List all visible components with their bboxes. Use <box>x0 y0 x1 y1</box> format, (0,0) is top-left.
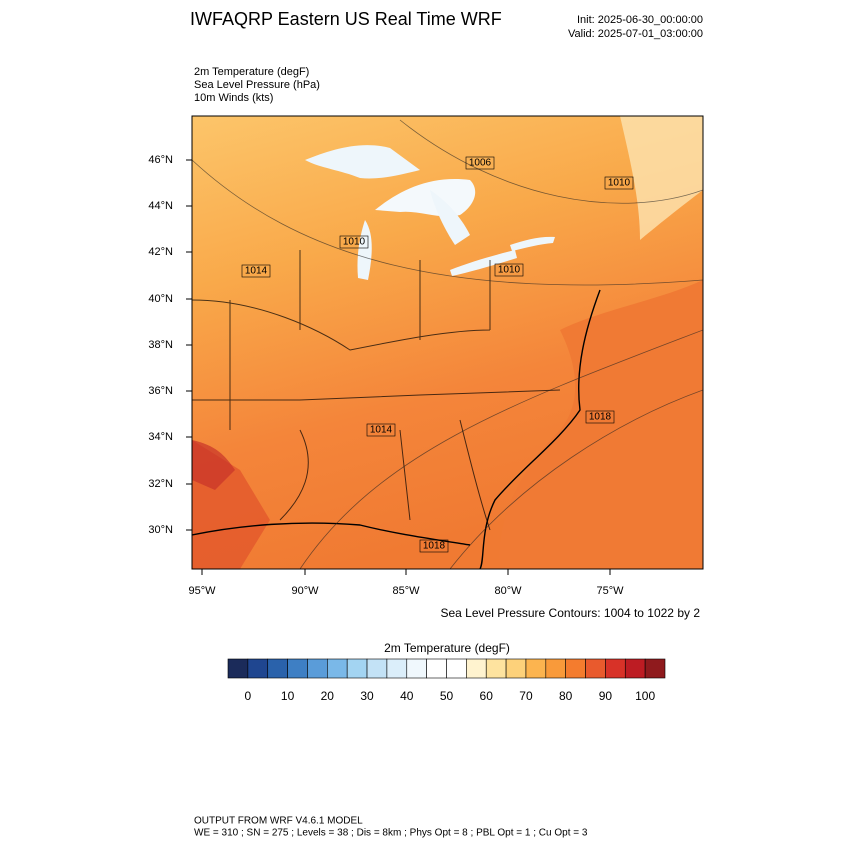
contour-label-box <box>339 235 369 249</box>
colorbar-tick-label: 80 <box>559 689 573 703</box>
lon-label: 75°W <box>596 585 624 597</box>
lat-label: 40°N <box>148 293 173 305</box>
lon-label: 80°W <box>494 585 522 597</box>
footer-line: OUTPUT FROM WRF V4.6.1 MODEL <box>194 816 363 827</box>
contour-label: 1018 <box>589 412 612 423</box>
lon-label: 90°W <box>291 585 319 597</box>
title: IWFAQRP Eastern US Real Time WRF <box>190 9 502 29</box>
colorbar-box <box>545 658 566 679</box>
colorbar-tick-label: 90 <box>599 689 613 703</box>
colorbar-box <box>267 658 288 679</box>
colorbar-box <box>307 658 328 679</box>
contour-label: 1010 <box>498 265 521 276</box>
contour-label-box <box>419 539 449 553</box>
contour-label-box <box>241 264 271 278</box>
contour-label: 1014 <box>245 266 268 277</box>
colorbar-tick-label: 50 <box>440 689 454 703</box>
lat-label: 46°N <box>148 154 173 166</box>
contour-label-box <box>366 423 396 437</box>
colorbar-box <box>565 658 586 679</box>
init-time: Init: 2025-06-30_00:00:00 <box>577 14 703 26</box>
colorbar-box <box>446 658 467 679</box>
contour-label-box <box>585 410 615 424</box>
colorbar-box <box>386 658 408 679</box>
contour-label: 1010 <box>343 237 366 248</box>
contour-label: 1010 <box>608 178 631 189</box>
field-label: Sea Level Pressure (hPa) <box>194 79 320 91</box>
colorbar-tick-label: 20 <box>321 689 335 703</box>
lat-label: 36°N <box>148 385 173 397</box>
map <box>192 116 703 569</box>
colorbar-box <box>505 658 527 679</box>
contour-label: 1014 <box>370 425 393 436</box>
lat-label: 30°N <box>148 524 173 536</box>
contour-label: 1018 <box>423 541 446 552</box>
contour-note: Sea Level Pressure Contours: 1004 to 102… <box>441 606 701 620</box>
valid-time: Valid: 2025-07-01_03:00:00 <box>568 28 703 40</box>
colorbar-box <box>466 658 487 679</box>
colorbar-tick-label: 30 <box>360 689 374 703</box>
lon-label: 85°W <box>392 585 420 597</box>
field-label: 10m Winds (kts) <box>194 92 273 104</box>
colorbar-box <box>406 658 427 679</box>
colorbar-box <box>227 658 249 679</box>
colorbar-box <box>287 658 308 679</box>
colorbar-box <box>485 658 507 679</box>
lat-label: 42°N <box>148 246 173 258</box>
colorbar-tick-label: 0 <box>245 689 252 703</box>
colorbar-tick-label: 70 <box>519 689 533 703</box>
contour-label-box <box>604 176 634 190</box>
lon-label: 95°W <box>188 585 216 597</box>
colorbar-tick-label: 60 <box>480 689 494 703</box>
colorbar-box <box>366 658 388 679</box>
colorbar-title: 2m Temperature (degF) <box>384 641 510 655</box>
contour-label: 1006 <box>469 158 492 169</box>
lat-label: 32°N <box>148 478 173 490</box>
footer-line: WE = 310 ; SN = 275 ; Levels = 38 ; Dis … <box>194 828 588 839</box>
colorbar-tick-label: 40 <box>400 689 414 703</box>
colorbar-box <box>346 658 368 679</box>
contour-label-box <box>494 263 524 277</box>
lat-label: 38°N <box>148 339 173 351</box>
lat-label: 34°N <box>148 431 173 443</box>
colorbar-box <box>247 658 269 679</box>
colorbar-box <box>525 658 547 679</box>
contour-label-box <box>465 156 495 170</box>
colorbar-tick-label: 10 <box>281 689 295 703</box>
lat-label: 44°N <box>148 200 173 212</box>
colorbar-box <box>585 658 606 679</box>
colorbar-box <box>327 658 348 679</box>
colorbar-box <box>426 658 447 679</box>
map-frame <box>191 115 704 570</box>
colorbar-box <box>624 658 646 679</box>
field-label: 2m Temperature (degF) <box>194 66 309 78</box>
colorbar-tick-label: 100 <box>635 689 655 703</box>
colorbar-box <box>644 658 666 679</box>
colorbar-box <box>605 658 626 679</box>
